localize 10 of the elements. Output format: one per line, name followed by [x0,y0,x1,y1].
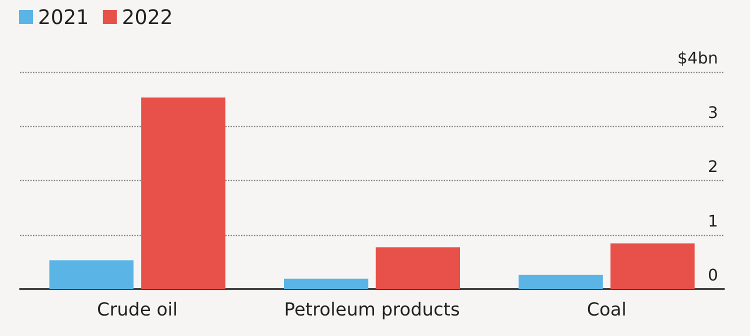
x-tick-label: Crude oil [97,300,178,320]
legend-label: 2021 [38,5,89,29]
y-tick-label: 1 [708,211,718,230]
y-tick-label: $4bn [677,48,718,68]
x-tick-label: Coal [586,300,626,320]
y-tick-label: 2 [708,157,718,176]
y-tick-label: 0 [708,266,718,284]
legend-label: 2022 [122,5,173,29]
x-tick-label: Petroleum products [284,300,460,320]
y-tick-label: 3 [708,102,718,122]
